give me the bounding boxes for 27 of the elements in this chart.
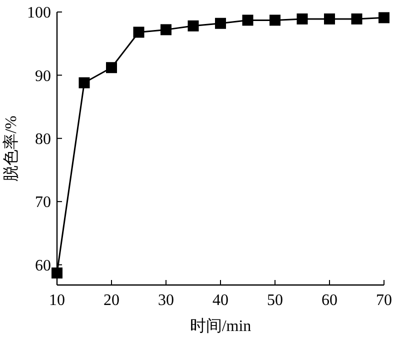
- point: [378, 12, 390, 24]
- point: [106, 62, 117, 74]
- x-tick-label: 30: [158, 292, 174, 309]
- x-tick-label: 70: [376, 292, 392, 309]
- x-axis-title: 时间/min: [190, 317, 252, 335]
- y-tick-label: 80: [35, 130, 51, 148]
- point: [242, 14, 254, 26]
- y-tick-label: 90: [35, 68, 51, 85]
- x-tick-label: 50: [267, 292, 283, 309]
- y-tick-label: 70: [35, 194, 51, 212]
- point: [215, 18, 226, 29]
- point: [270, 14, 280, 26]
- point: [188, 20, 199, 32]
- x-tick-label: 10: [49, 292, 65, 309]
- point: [351, 13, 362, 24]
- y-tick-label: 60: [35, 257, 51, 274]
- point: [52, 267, 62, 278]
- point: [78, 77, 90, 88]
- x-tick-label: 40: [212, 292, 228, 309]
- point: [324, 13, 335, 24]
- y-tick-label: 100: [27, 4, 51, 22]
- x-tick-label: 60: [322, 292, 338, 309]
- point: [296, 13, 308, 24]
- x-tick-label: 20: [104, 292, 120, 309]
- y-axis-title: 脱色率/%: [2, 116, 20, 182]
- point: [160, 24, 172, 36]
- point: [133, 26, 144, 38]
